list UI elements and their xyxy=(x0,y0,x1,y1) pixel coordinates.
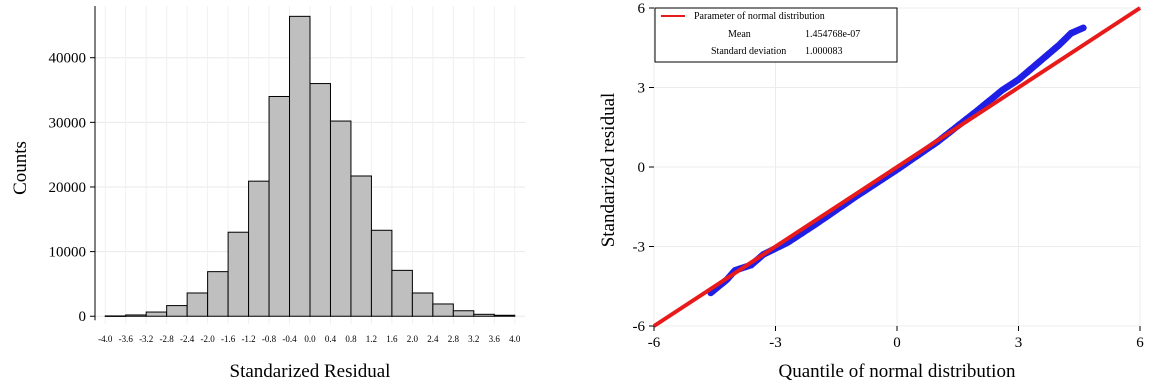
histogram-bar xyxy=(227,231,250,317)
histogram-x-tick-label: 1.2 xyxy=(366,334,377,344)
qq-plot-legend: Parameter of normal distribution Mean 1.… xyxy=(654,7,898,63)
histogram-bars xyxy=(104,15,516,317)
qq-plot-y-ticks: -6 -3 0 3 6 xyxy=(633,1,654,335)
qq-plot-y-tick-label: 0 xyxy=(638,160,646,176)
histogram-x-tick-label: -1.2 xyxy=(241,334,255,344)
qq-plot-x-tick-label: 3 xyxy=(1015,335,1023,351)
histogram-x-tick-label: -4.0 xyxy=(98,334,113,344)
qq-plot-x-ticks: -6 -3 0 3 6 xyxy=(648,326,1144,351)
histogram-bar xyxy=(268,95,291,317)
histogram-bar xyxy=(350,175,372,317)
qq-plot-x-tick-label: -3 xyxy=(769,335,782,351)
histogram-x-tick-label: 3.2 xyxy=(468,334,479,344)
qq-plot-chart: -6 -3 0 3 6 -6 -3 0 3 6 Quantile of normal distr… xyxy=(598,1,1144,382)
legend-sd-label: Standard deviation xyxy=(711,46,786,57)
histogram-x-tick-label: 0.4 xyxy=(325,334,337,344)
histogram-bar xyxy=(186,292,209,317)
histogram-x-tick-label: -0.4 xyxy=(282,334,297,344)
histogram-x-tick-label: -1.6 xyxy=(221,334,236,344)
legend-mean-label: Mean xyxy=(728,29,751,40)
histogram-bar xyxy=(411,292,434,317)
legend-title: Parameter of normal distribution xyxy=(694,11,825,22)
histogram-y-tick-label: 0 xyxy=(79,309,87,325)
histogram-bar xyxy=(452,310,475,317)
histogram-x-tick-label: 4.0 xyxy=(509,334,521,344)
histogram-x-tick-label: -3.6 xyxy=(119,334,134,344)
histogram-bar xyxy=(248,180,270,317)
histogram-x-tick-label: 0.8 xyxy=(345,334,357,344)
histogram-bar xyxy=(125,314,147,317)
histogram-y-ticks: 0 10000 20000 30000 40000 xyxy=(49,51,95,325)
histogram-bar xyxy=(166,305,188,317)
histogram-x-axis-label: Standarized Residual xyxy=(230,361,391,382)
histogram-x-tick-label: -0.8 xyxy=(262,334,277,344)
histogram-x-tick-label: -2.0 xyxy=(200,334,215,344)
histogram-x-tick-label: 2.4 xyxy=(427,334,439,344)
histogram-x-tick-label: 1.6 xyxy=(386,334,398,344)
histogram-x-tick-label: 2.0 xyxy=(407,334,419,344)
histogram-bar xyxy=(329,120,352,317)
histogram-bar xyxy=(473,313,495,317)
histogram-bar xyxy=(104,315,127,317)
histogram-x-tick-label: 2.8 xyxy=(448,334,460,344)
qq-plot-x-axis-label: Quantile of normal distribution xyxy=(779,361,1016,382)
histogram-y-tick-label: 40000 xyxy=(49,51,87,67)
qq-plot-y-tick-label: -6 xyxy=(633,319,646,335)
histogram-bar xyxy=(207,271,229,317)
histogram-x-tick-label: -2.4 xyxy=(180,334,195,344)
histogram-x-tick-label: -2.8 xyxy=(160,334,175,344)
histogram-bar xyxy=(309,83,331,317)
qq-plot-y-axis-label: Standarized residual xyxy=(598,93,619,248)
histogram-bar xyxy=(493,314,516,317)
legend-mean-value: 1.454768e-07 xyxy=(805,29,860,40)
qq-plot-y-tick-label: 3 xyxy=(638,81,646,97)
histogram-chart: 0 10000 20000 30000 40000 -4.0 -3.6 -3.2 -2.8 -2… xyxy=(10,6,525,382)
qq-plot-x-tick-label: 6 xyxy=(1136,335,1144,351)
histogram-bar xyxy=(145,311,168,317)
qq-plot-point xyxy=(1079,24,1087,32)
legend-sd-value: 1.000083 xyxy=(805,46,843,57)
histogram-bar xyxy=(432,303,454,317)
qq-plot-x-tick-label: -6 xyxy=(648,335,661,351)
histogram-x-tick-label: -3.2 xyxy=(139,334,153,344)
legend-box xyxy=(654,7,898,63)
histogram-y-axis-label: Counts xyxy=(10,141,31,195)
qq-plot-y-tick-label: 6 xyxy=(638,1,646,17)
histogram-y-tick-label: 30000 xyxy=(49,115,87,131)
qq-plot-x-tick-label: 0 xyxy=(893,335,901,351)
histogram-y-tick-label: 20000 xyxy=(49,180,87,196)
histogram-x-tick-label: 3.6 xyxy=(489,334,501,344)
qq-plot-y-tick-label: -3 xyxy=(633,240,646,256)
histogram-x-tick-label: 0.0 xyxy=(304,334,316,344)
histogram-bar xyxy=(391,269,413,317)
qq-reference-line xyxy=(652,6,1142,328)
histogram-x-ticks: -4.0 -3.6 -3.2 -2.8 -2.4 -2.0 -1.6 -1.2 -0.8 -0.4… xyxy=(98,334,521,344)
histogram-y-tick-label: 10000 xyxy=(49,245,87,261)
histogram-bar xyxy=(289,15,311,317)
histogram-bar xyxy=(370,229,393,317)
